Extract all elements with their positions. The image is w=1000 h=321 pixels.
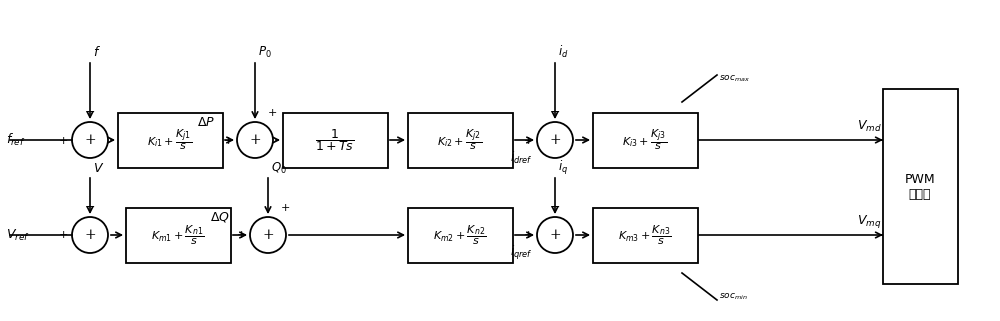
Text: $soc_{max}$: $soc_{max}$ [719, 73, 750, 83]
Text: $\dfrac{1}{1+Ts}$: $\dfrac{1}{1+Ts}$ [315, 127, 355, 153]
Text: $-$: $-$ [84, 105, 96, 118]
Text: $+$: $+$ [267, 107, 277, 118]
Text: $Q_0$: $Q_0$ [271, 160, 287, 176]
Text: $P_0$: $P_0$ [258, 44, 272, 60]
Bar [592, 207, 698, 263]
Bar [118, 112, 222, 168]
Text: $-$: $-$ [84, 200, 96, 213]
Text: $-$: $-$ [549, 200, 561, 213]
Text: $V_{md}$: $V_{md}$ [857, 118, 881, 134]
Text: $K_{m1}+\dfrac{K_{n1}}{s}$: $K_{m1}+\dfrac{K_{n1}}{s}$ [151, 223, 205, 247]
Text: +: + [84, 133, 96, 147]
Text: $K_{m3}+\dfrac{K_{n3}}{s}$: $K_{m3}+\dfrac{K_{n3}}{s}$ [618, 223, 672, 247]
Text: $\Delta Q$: $\Delta Q$ [210, 210, 230, 224]
Text: $K_{i3}+\dfrac{K_{j3}}{s}$: $K_{i3}+\dfrac{K_{j3}}{s}$ [622, 128, 668, 152]
Bar [408, 112, 512, 168]
Text: +: + [84, 228, 96, 242]
Text: $+$: $+$ [523, 230, 533, 240]
Text: $i_q$: $i_q$ [558, 159, 568, 177]
Text: $\Delta P$: $\Delta P$ [197, 116, 215, 128]
Text: +: + [549, 228, 561, 242]
Bar [283, 112, 388, 168]
Text: $K_{i2}+\dfrac{K_{j2}}{s}$: $K_{i2}+\dfrac{K_{j2}}{s}$ [437, 128, 483, 152]
Text: $i_{dref}$: $i_{dref}$ [510, 150, 533, 166]
Text: $V$: $V$ [93, 161, 104, 175]
Text: $-$: $-$ [549, 105, 561, 118]
Text: +: + [249, 133, 261, 147]
Text: $+$: $+$ [223, 134, 233, 145]
Text: $+$: $+$ [236, 230, 246, 240]
Text: $soc_{min}$: $soc_{min}$ [719, 291, 748, 302]
Text: $+$: $+$ [523, 134, 533, 145]
Text: $V_{mq}$: $V_{mq}$ [857, 213, 881, 230]
Text: +: + [262, 228, 274, 242]
Text: $i_d$: $i_d$ [558, 44, 569, 60]
Text: $K_{i1}+\dfrac{K_{j1}}{s}$: $K_{i1}+\dfrac{K_{j1}}{s}$ [147, 128, 193, 152]
Bar [126, 207, 230, 263]
Text: $K_{m2}+\dfrac{K_{n2}}{s}$: $K_{m2}+\dfrac{K_{n2}}{s}$ [433, 223, 487, 247]
Bar [883, 89, 958, 284]
Text: PWM
逆变器: PWM 逆变器 [905, 173, 935, 201]
Text: $V_{ref}$: $V_{ref}$ [6, 228, 30, 243]
Bar [408, 207, 512, 263]
Text: $+$: $+$ [280, 202, 290, 213]
Text: $+$: $+$ [58, 134, 68, 145]
Text: $f_{ref}$: $f_{ref}$ [6, 132, 26, 148]
Text: +: + [549, 133, 561, 147]
Text: $i_{qref}$: $i_{qref}$ [510, 244, 533, 262]
Text: $+$: $+$ [58, 230, 68, 240]
Text: $f$: $f$ [93, 45, 101, 59]
Bar [592, 112, 698, 168]
